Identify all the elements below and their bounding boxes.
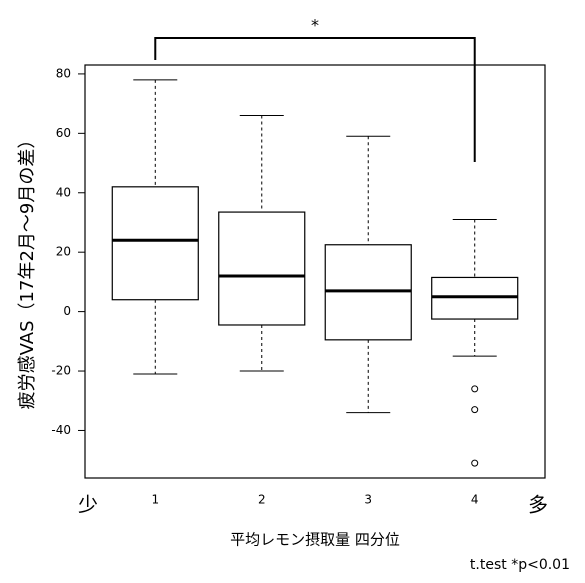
outlier (471, 385, 479, 393)
x-tick-label: 4 (471, 493, 479, 507)
y-tick-label: 40 (56, 185, 71, 199)
y-tick-label: 0 (63, 304, 71, 318)
y-tick-label: 60 (56, 126, 71, 140)
x-low-label: 少 (78, 493, 98, 517)
x-tick-label: 3 (364, 493, 372, 507)
box (111, 186, 199, 301)
y-tick-label: -20 (51, 364, 71, 378)
y-axis-label: 疲労感VAS（17年2月～9月の差） (17, 131, 38, 410)
y-tick-label: 20 (56, 245, 71, 259)
significance-bracket (154, 37, 476, 162)
x-tick-label: 2 (258, 493, 266, 507)
x-tick-label: 1 (151, 493, 159, 507)
significance-label: * (311, 16, 319, 35)
footnote: t.test *p<0.01 (470, 557, 570, 573)
outlier (471, 459, 479, 467)
plot-frame (84, 64, 546, 479)
x-axis-label: 平均レモン摂取量 四分位 (230, 531, 400, 549)
x-high-label: 多 (528, 493, 548, 517)
box (218, 211, 306, 326)
y-tick-label: -40 (51, 423, 71, 437)
outlier (471, 406, 479, 414)
y-tick-label: 80 (56, 66, 71, 80)
